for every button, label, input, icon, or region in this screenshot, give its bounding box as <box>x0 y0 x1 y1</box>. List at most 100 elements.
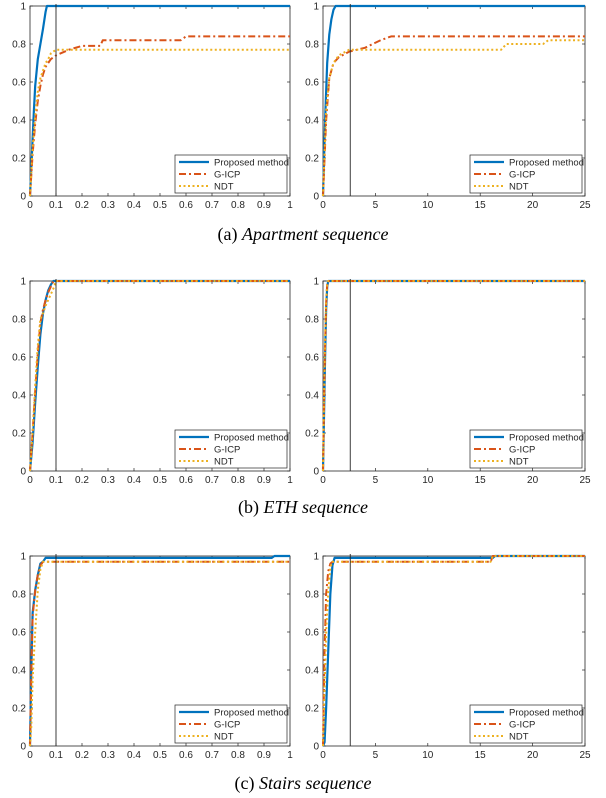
chart-stairs-left-ytick-label: 0.2 <box>12 704 26 715</box>
chart-eth-right-ytick-label: 0.4 <box>305 391 319 402</box>
chart-stairs-left-legend-label-proposed: Proposed method <box>214 708 289 719</box>
chart-apartment-left-xtick-label: 0.3 <box>101 200 115 211</box>
chart-eth-right-xtick-label: 5 <box>373 475 379 486</box>
chart-eth-right-ytick-label: 0 <box>313 467 319 478</box>
chart-apartment-right-ytick-label: 0.6 <box>305 78 319 89</box>
chart-apartment-left-legend-label-ndt: NDT <box>214 182 234 193</box>
chart-apartment-right-xtick-label: 25 <box>579 200 591 211</box>
chart-stairs-left-xtick-label: 0.7 <box>205 750 219 761</box>
chart-stairs-right-xtick-label: 25 <box>579 750 591 761</box>
chart-eth-left-ytick-label: 0.6 <box>12 353 26 364</box>
caption-a-prefix: (a) <box>217 224 243 244</box>
chart-apartment-left-xtick-label: 0.8 <box>231 200 245 211</box>
chart-eth-left-legend-label-proposed: Proposed method <box>214 433 289 444</box>
caption-c-name: Stairs sequence <box>259 773 372 793</box>
chart-stairs-right-legend-label-gicp: G-ICP <box>509 720 535 731</box>
chart-eth-right-line-ndt <box>322 280 585 472</box>
chart-stairs-left-line-proposed <box>28 554 290 747</box>
chart-apartment-left-xtick-label: 0.9 <box>257 200 271 211</box>
chart-apartment-right-ytick-label: 0 <box>313 192 319 203</box>
chart-eth-left-line-gicp <box>29 280 290 472</box>
chart-eth-left: 0 0.1 0.2 0.3 0.4 0.5 0.6 0.7 0.8 0.9 1 0 0.2 0.4 0.6 0… <box>12 277 293 487</box>
chart-eth-right-legend-label-gicp: G-ICP <box>509 445 535 456</box>
chart-stairs-left-xtick-label: 0.5 <box>153 750 167 761</box>
chart-stairs-left: 0 0.1 0.2 0.3 0.4 0.5 0.6 0.7 0.8 0.9 1 0 0.2 0.4 0.6 0… <box>12 552 293 762</box>
chart-eth-left-xtick-label: 1 <box>287 475 293 486</box>
chart-stairs-right-xtick-label: 10 <box>422 750 434 761</box>
chart-stairs-right-xtick-label: 15 <box>475 750 487 761</box>
chart-stairs-left-xtick-label: 0.4 <box>127 750 141 761</box>
chart-stairs-left-ytick-label: 0 <box>20 742 26 753</box>
chart-stairs-left-ytick-label: 0.4 <box>12 666 26 677</box>
chart-stairs-left-line-gicp <box>29 560 290 747</box>
chart-apartment-left-xtick-label: 0.2 <box>75 200 89 211</box>
chart-eth-right-ytick-label: 0.2 <box>305 429 319 440</box>
chart-eth-left-legend-label-gicp: G-ICP <box>214 445 240 456</box>
chart-eth-left-legend-label-ndt: NDT <box>214 457 234 468</box>
chart-apartment-right-ytick-label: 0.8 <box>305 40 319 51</box>
chart-apartment-left-xtick-label: 0.1 <box>49 200 63 211</box>
caption-a-name: Apartment sequence <box>242 224 389 244</box>
chart-stairs-left-xtick-label: 0 <box>27 750 33 761</box>
chart-apartment-right-legend-label-gicp: G-ICP <box>509 170 535 181</box>
chart-stairs-right-xtick-label: 20 <box>527 750 539 761</box>
chart-apartment-left-ytick-label: 0.2 <box>12 154 26 165</box>
chart-eth-left-xtick-label: 0.8 <box>231 475 245 486</box>
chart-eth-left-xtick-label: 0.1 <box>49 475 63 486</box>
chart-apartment-left-ytick-label: 0.6 <box>12 78 26 89</box>
caption-b: (b) ETH sequence <box>0 497 606 518</box>
chart-stairs-left-ytick-label: 0.6 <box>12 628 26 639</box>
chart-apartment-right-legend-label-proposed: Proposed method <box>509 158 584 169</box>
chart-eth-left-ytick-label: 1 <box>20 277 26 288</box>
chart-eth-right: 0 5 10 15 20 25 0 0.2 0.4 0.6 0.8 1 Proposed methodG… <box>305 277 591 487</box>
chart-stairs-right-legend-label-proposed: Proposed method <box>509 708 584 719</box>
chart-eth-left-xtick-label: 0.7 <box>205 475 219 486</box>
chart-apartment-right-ytick-label: 0.4 <box>305 116 319 127</box>
chart-eth-right-legend-label-ndt: NDT <box>509 457 529 468</box>
chart-apartment-right-xtick-label: 20 <box>527 200 539 211</box>
chart-eth-left-ytick-label: 0.2 <box>12 429 26 440</box>
chart-eth-right-xtick-label: 15 <box>475 475 487 486</box>
chart-stairs-right-xtick-label: 0 <box>320 750 326 761</box>
chart-apartment-left-ytick-label: 0.8 <box>12 40 26 51</box>
chart-apartment-left-xtick-label: 0.7 <box>205 200 219 211</box>
chart-apartment-left-ytick-label: 0 <box>20 192 26 203</box>
chart-apartment-left-xtick-label: 0.4 <box>127 200 141 211</box>
chart-eth-left-xtick-label: 0 <box>27 475 33 486</box>
chart-apartment-right-legend-label-ndt: NDT <box>509 182 529 193</box>
chart-eth-left-xtick-label: 0.5 <box>153 475 167 486</box>
chart-stairs-right-ytick-label: 1 <box>313 552 319 563</box>
chart-eth-left-ytick-label: 0 <box>20 467 26 478</box>
chart-eth-right-ytick-label: 0.8 <box>305 315 319 326</box>
chart-stairs-right-ytick-label: 0.8 <box>305 590 319 601</box>
chart-apartment-left-xtick-label: 0.5 <box>153 200 167 211</box>
chart-apartment-right-line-ndt <box>322 39 585 197</box>
chart-stairs-left-xtick-label: 1 <box>287 750 293 761</box>
chart-stairs-right-ytick-label: 0.4 <box>305 666 319 677</box>
chart-eth-left-xtick-label: 0.9 <box>257 475 271 486</box>
chart-eth-right-xtick-label: 20 <box>527 475 539 486</box>
chart-apartment-left-ytick-label: 1 <box>20 2 26 13</box>
chart-eth-right-legend-label-proposed: Proposed method <box>509 433 584 444</box>
chart-stairs-left-legend-label-ndt: NDT <box>214 732 234 743</box>
chart-apartment-right-ytick-label: 1 <box>313 2 319 13</box>
chart-apartment-left-xtick-label: 1 <box>287 200 293 211</box>
chart-eth-left-xtick-label: 0.6 <box>179 475 193 486</box>
caption-a: (a) Apartment sequence <box>0 224 606 245</box>
chart-stairs-left-ytick-label: 0.8 <box>12 590 26 601</box>
chart-apartment-right-xtick-label: 0 <box>320 200 326 211</box>
chart-eth-right-xtick-label: 25 <box>579 475 591 486</box>
chart-stairs-right: 0 5 10 15 20 25 0 0.2 0.4 0.6 0.8 1 Proposed methodG… <box>305 552 591 762</box>
chart-apartment-right-xtick-label: 15 <box>475 200 487 211</box>
chart-stairs-left-xtick-label: 0.8 <box>231 750 245 761</box>
chart-apartment-right-xtick-label: 10 <box>422 200 434 211</box>
chart-apartment-left-legend-label-proposed: Proposed method <box>214 158 289 169</box>
chart-stairs-right-axes-box <box>322 555 586 747</box>
caption-b-name: ETH sequence <box>263 497 368 517</box>
chart-eth-right-xtick-label: 0 <box>320 475 326 486</box>
caption-c: (c) Stairs sequence <box>0 773 606 794</box>
